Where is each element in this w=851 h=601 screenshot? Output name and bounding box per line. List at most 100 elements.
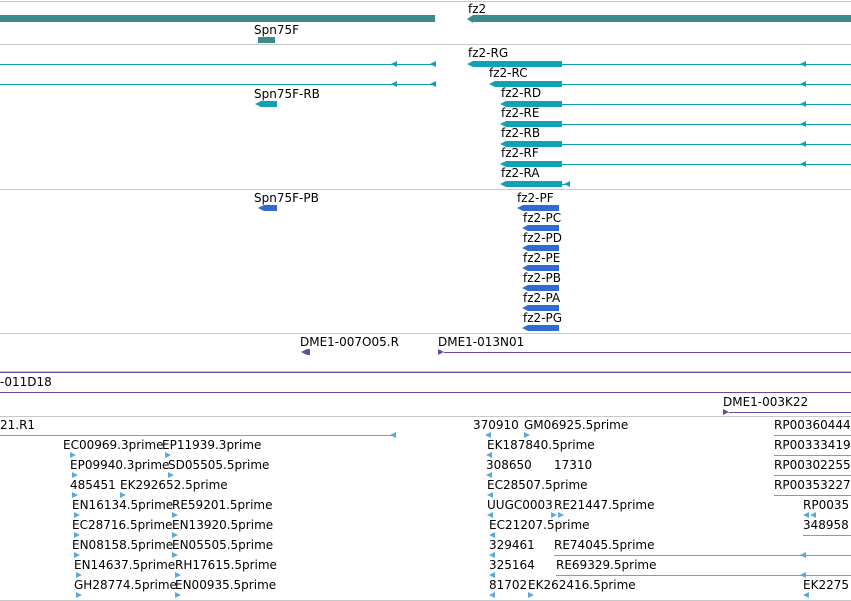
est-label[interactable]: RE21447.5prime <box>554 498 655 512</box>
transcript-label[interactable]: fz2-RD <box>501 86 542 100</box>
transcript-label[interactable]: fz2-RF <box>501 146 539 160</box>
transcript-exon[interactable] <box>261 101 277 107</box>
clone-label[interactable]: DME1-013N01 <box>438 335 525 349</box>
est-label[interactable]: 485451 <box>70 478 116 492</box>
est-label[interactable]: EP11939.3prime <box>162 438 262 452</box>
gene-bar-spn75f[interactable] <box>258 37 275 43</box>
protein-bar[interactable] <box>528 225 559 231</box>
est-label[interactable]: UUGC0003 <box>487 498 553 512</box>
transcript-label[interactable]: fz2-RA <box>501 166 540 180</box>
est-label[interactable]: GM06925.5prime <box>524 418 629 432</box>
est-label[interactable]: RE69329.5prime <box>556 558 657 572</box>
est-arrow <box>72 472 78 478</box>
transcript-label[interactable]: fz2-RB <box>501 126 541 140</box>
est-label[interactable]: EC28716.5prime <box>72 518 173 532</box>
transcript-arrow <box>500 161 506 167</box>
transcript-label[interactable]: fz2-RE <box>501 106 540 120</box>
est-label[interactable]: 17310 <box>554 458 593 472</box>
est-arrow <box>810 512 816 518</box>
est-label[interactable]: EC21207.5prime <box>489 518 590 532</box>
est-label[interactable]: 370910 <box>473 418 519 432</box>
transcript-arrow <box>500 141 506 147</box>
transcript-exon[interactable] <box>506 121 562 127</box>
transcript-exon[interactable] <box>495 81 562 87</box>
est-arrow <box>489 532 495 538</box>
est-label[interactable]: RP00360444 <box>774 418 851 432</box>
gene-arrow-fz2 <box>467 15 473 23</box>
est-label[interactable]: EC28507.5prime <box>487 478 588 492</box>
est-arrow <box>390 432 396 438</box>
protein-bar[interactable] <box>528 245 559 251</box>
est-label[interactable]: EN14637.5prime <box>74 558 176 572</box>
transcript-exon[interactable] <box>506 141 562 147</box>
clone-arrow <box>723 409 729 415</box>
protein-label[interactable]: fz2-PA <box>523 291 561 305</box>
transcript-label[interactable]: fz2-RC <box>489 66 528 80</box>
est-label[interactable]: RP00333419 <box>774 438 851 452</box>
est-label[interactable]: EC00969.3prime <box>63 438 164 452</box>
est-label[interactable]: EK262416.5prime <box>528 578 636 592</box>
protein-arrow <box>517 205 523 211</box>
est-label[interactable]: GH28774.5prime <box>74 578 177 592</box>
est-label[interactable]: 329461 <box>489 538 535 552</box>
protein-label[interactable]: fz2-PB <box>523 271 561 285</box>
est-label[interactable]: SD05505.5prime <box>168 458 270 472</box>
transcript-arrow <box>391 61 397 67</box>
gene-bar-fz2[interactable] <box>473 15 851 22</box>
clone-bar[interactable] <box>307 349 310 355</box>
protein-label[interactable]: fz2-PF <box>517 191 554 205</box>
transcript-label[interactable]: fz2-RG <box>468 46 509 60</box>
est-arrow <box>120 492 126 498</box>
est-label[interactable]: EK187840.5prime <box>487 438 595 452</box>
transcript-exon[interactable] <box>473 61 562 67</box>
protein-bar[interactable] <box>528 305 559 311</box>
protein-arrow <box>522 265 528 271</box>
est-label[interactable]: EK292652.5prime <box>120 478 228 492</box>
protein-label[interactable]: fz2-PE <box>523 251 561 265</box>
est-label[interactable]: RE59201.5prime <box>172 498 273 512</box>
protein-bar[interactable] <box>528 285 559 291</box>
est-arrow <box>528 592 534 598</box>
transcript-exon[interactable] <box>506 161 562 167</box>
est-arrow <box>76 572 82 578</box>
est-label[interactable]: 308650 <box>486 458 532 472</box>
protein-label[interactable]: fz2-PD <box>523 231 562 245</box>
track-separator <box>0 44 851 45</box>
est-label[interactable]: 348958 <box>803 518 849 532</box>
protein-label[interactable]: fz2-PC <box>523 211 562 225</box>
protein-bar[interactable] <box>528 265 559 271</box>
est-line <box>774 435 851 436</box>
protein-bar[interactable] <box>264 205 277 211</box>
est-arrow <box>486 452 492 458</box>
transcript-exon[interactable] <box>506 101 562 107</box>
protein-label[interactable]: Spn75F-PB <box>254 191 319 205</box>
gene-label-fz2[interactable]: fz2 <box>468 2 487 16</box>
transcript-label[interactable]: Spn75F-RB <box>254 87 320 101</box>
protein-bar[interactable] <box>528 325 559 331</box>
est-arrow <box>165 452 171 458</box>
est-label[interactable]: EN13920.5prime <box>172 518 274 532</box>
clone-label[interactable]: DME1-003K22 <box>723 395 809 409</box>
est-label[interactable]: RH17615.5prime <box>175 558 277 572</box>
transcript-exon[interactable] <box>506 181 562 187</box>
est-label[interactable]: EK2275 <box>803 578 849 592</box>
est-label[interactable]: RP00302255 <box>774 458 851 472</box>
clone-label[interactable]: -011D18 <box>0 375 52 389</box>
est-label[interactable]: EN05505.5prime <box>172 538 274 552</box>
est-label[interactable]: 21.R1 <box>0 418 36 432</box>
est-label[interactable]: 325164 <box>489 558 535 572</box>
est-label[interactable]: EN00935.5prime <box>175 578 277 592</box>
est-label[interactable]: 81702 <box>489 578 528 592</box>
protein-bar[interactable] <box>523 205 559 211</box>
protein-label[interactable]: fz2-PG <box>523 311 563 325</box>
est-label[interactable]: RE74045.5prime <box>554 538 655 552</box>
est-label[interactable]: RP0035 <box>803 498 850 512</box>
gene-bar-left[interactable] <box>0 15 435 22</box>
clone-label[interactable]: DME1-007O05.R <box>300 335 399 349</box>
est-arrow <box>175 572 181 578</box>
est-label[interactable]: EP09940.3prime <box>70 458 170 472</box>
gene-label-spn75f[interactable]: Spn75F <box>254 23 300 37</box>
est-label[interactable]: EN16134.5prime <box>72 498 174 512</box>
est-label[interactable]: RP00353227 <box>774 478 851 492</box>
est-label[interactable]: EN08158.5prime <box>72 538 174 552</box>
